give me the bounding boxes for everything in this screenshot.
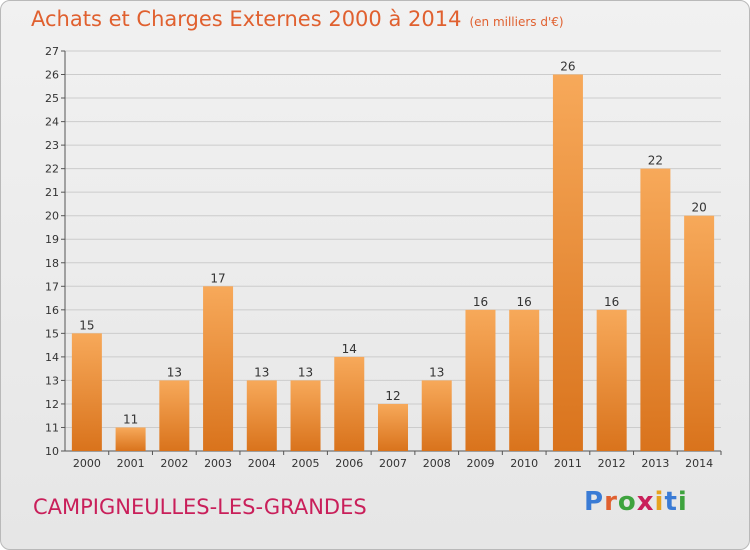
bar xyxy=(71,333,102,451)
y-tick-label: 14 xyxy=(45,351,59,364)
data-label: 20 xyxy=(691,201,706,215)
y-tick-label: 18 xyxy=(45,257,59,270)
x-tick-label: 2008 xyxy=(423,457,451,470)
bar xyxy=(509,309,540,451)
logo-letter: o xyxy=(617,487,637,517)
bar xyxy=(246,380,277,451)
y-tick-label: 17 xyxy=(45,280,59,293)
x-tick-label: 2001 xyxy=(117,457,145,470)
data-label: 13 xyxy=(254,365,269,379)
data-label: 11 xyxy=(123,412,138,426)
y-tick-label: 25 xyxy=(45,92,59,105)
bar xyxy=(159,380,190,451)
y-tick-label: 27 xyxy=(45,45,59,58)
x-tick-label: 2014 xyxy=(685,457,713,470)
data-label: 13 xyxy=(167,365,182,379)
data-labels: 15 11 13 17 13 13 14 12 13 16 16 26 16 22 20 xyxy=(79,60,707,427)
y-tick-label: 11 xyxy=(45,421,59,434)
x-tick-label: 2011 xyxy=(554,457,582,470)
bar xyxy=(378,403,408,451)
y-tick-label: 24 xyxy=(45,116,59,129)
bar xyxy=(596,309,627,451)
bar xyxy=(290,380,321,451)
x-tick-label: 2006 xyxy=(335,457,363,470)
data-label: 15 xyxy=(79,318,94,332)
bars xyxy=(71,74,715,451)
y-tick-label: 22 xyxy=(45,163,59,176)
y-tick-label: 23 xyxy=(45,139,59,152)
bar xyxy=(640,168,671,451)
data-label: 26 xyxy=(560,60,575,74)
x-tick-label: 2009 xyxy=(466,457,494,470)
logo-letter: x xyxy=(636,487,655,517)
x-tick-label: 2000 xyxy=(73,457,101,470)
y-tick-label: 15 xyxy=(45,327,59,340)
bar xyxy=(421,380,452,451)
chart-subtitle: (en milliers d'€) xyxy=(469,15,564,29)
data-label: 17 xyxy=(210,271,225,285)
logo-letter: i xyxy=(677,487,688,517)
x-tick-label: 2013 xyxy=(641,457,669,470)
commune-name: CAMPIGNEULLES-LES-GRANDES xyxy=(33,495,367,519)
chart-title-block: Achats et Charges Externes 2000 à 2014 (e… xyxy=(31,7,564,31)
data-label: 16 xyxy=(517,295,532,309)
x-tick-label: 2003 xyxy=(204,457,232,470)
bar xyxy=(334,356,365,451)
data-label: 16 xyxy=(604,295,619,309)
x-tick-label: 2010 xyxy=(510,457,538,470)
bar xyxy=(552,74,583,451)
data-label: 13 xyxy=(429,365,444,379)
logo-letter: r xyxy=(604,487,618,517)
data-label: 22 xyxy=(648,154,663,168)
y-tick-label: 13 xyxy=(45,374,59,387)
x-tick-label: 2012 xyxy=(598,457,626,470)
logo-letter: i xyxy=(654,487,665,517)
data-label: 16 xyxy=(473,295,488,309)
y-tick-label: 26 xyxy=(45,69,59,82)
y-tick-label: 19 xyxy=(45,233,59,246)
y-tick-label: 21 xyxy=(45,186,59,199)
y-tick-label: 10 xyxy=(45,445,59,458)
bar xyxy=(465,309,496,451)
data-label: 12 xyxy=(385,389,400,403)
chart-title: Achats et Charges Externes 2000 à 2014 xyxy=(31,7,462,31)
bar xyxy=(684,215,715,451)
y-tick-label: 16 xyxy=(45,304,59,317)
data-label: 13 xyxy=(298,365,313,379)
x-tick-label: 2002 xyxy=(160,457,188,470)
x-tick-label: 2004 xyxy=(248,457,276,470)
data-label: 14 xyxy=(342,342,357,356)
logo-letter: P xyxy=(584,487,605,517)
bar xyxy=(203,286,234,451)
x-tick-label: 2007 xyxy=(379,457,407,470)
bar xyxy=(115,427,146,451)
x-tick-label: 2005 xyxy=(292,457,320,470)
y-tick-label: 12 xyxy=(45,398,59,411)
logo-letter: t xyxy=(664,487,678,517)
proxiti-logo: Proxiti xyxy=(584,487,688,517)
y-tick-label: 20 xyxy=(45,210,59,223)
